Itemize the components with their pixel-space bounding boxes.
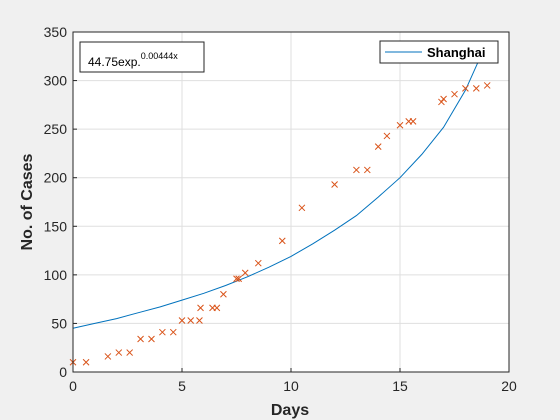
data-point-marker — [241, 269, 249, 277]
y-tick-label: 0 — [59, 364, 67, 380]
y-tick-label: 350 — [44, 24, 68, 40]
data-point-marker — [396, 121, 404, 129]
annotation-base: 44.75exp.0.00444x — [88, 51, 178, 69]
y-axis-label: No. of Cases — [19, 153, 36, 250]
y-tick-label: 250 — [44, 121, 68, 137]
data-point-marker — [169, 328, 177, 336]
grid — [72, 31, 510, 373]
data-point-marker — [254, 259, 262, 267]
x-tick-label: 10 — [283, 378, 299, 394]
x-axis-label: Days — [271, 402, 309, 419]
y-tick-label: 150 — [44, 218, 68, 234]
data-point-marker — [196, 317, 203, 324]
data-point-marker — [374, 143, 382, 150]
data-point-marker — [383, 132, 391, 140]
data-point-marker — [115, 349, 123, 356]
x-tick-label: 5 — [178, 378, 186, 394]
data-point-marker — [82, 358, 90, 366]
data-point-marker — [353, 166, 360, 174]
data-point-marker — [278, 237, 286, 245]
data-point-marker — [104, 353, 112, 360]
x-tick-label: 0 — [69, 378, 77, 394]
data-point-marker — [438, 98, 445, 106]
data-point-marker — [187, 317, 195, 324]
data-point-marker — [178, 317, 186, 324]
annotation-base-text: 44.75exp. — [88, 55, 141, 69]
legend: Shanghai — [379, 40, 499, 64]
legend-label-shanghai: Shanghai — [427, 45, 486, 60]
data-point-marker — [159, 328, 166, 336]
data-point-marker — [126, 349, 134, 356]
data-point-marker — [409, 118, 417, 125]
data-point-marker — [331, 181, 338, 188]
annotation-box: 44.75exp.0.00444x — [79, 41, 205, 73]
data-point-marker — [472, 84, 480, 92]
data-point-marker — [483, 82, 491, 89]
annotation-exponent: 0.00444x — [141, 51, 179, 61]
y-tick-label: 200 — [44, 170, 68, 186]
data-point-marker — [363, 166, 371, 174]
y-tick-label: 300 — [44, 73, 68, 89]
data-markers-layer — [69, 82, 491, 366]
y-tick-label: 50 — [51, 315, 67, 331]
data-point-marker — [148, 335, 155, 343]
data-point-marker — [462, 84, 469, 92]
data-point-marker — [213, 304, 221, 312]
data-point-marker — [220, 290, 227, 298]
data-point-marker — [440, 95, 447, 103]
data-point-marker — [197, 304, 204, 312]
data-point-marker — [233, 275, 240, 283]
x-tick-label: 15 — [392, 378, 408, 394]
data-point-marker — [235, 275, 243, 283]
data-point-marker — [137, 335, 144, 343]
series-line-shanghai — [72, 41, 488, 329]
y-tick-label: 100 — [44, 267, 68, 283]
x-tick-label: 20 — [501, 378, 517, 394]
fit-line-layer — [72, 41, 488, 329]
data-point-marker — [451, 90, 458, 98]
data-point-marker — [298, 204, 306, 212]
